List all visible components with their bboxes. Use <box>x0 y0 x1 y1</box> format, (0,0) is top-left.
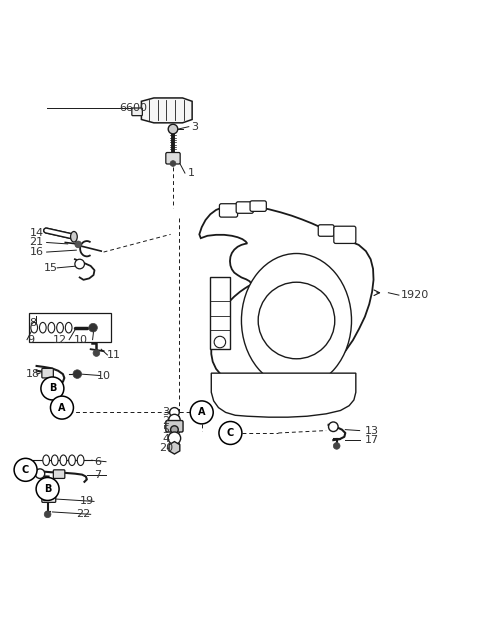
FancyBboxPatch shape <box>250 201 266 212</box>
Bar <box>29 313 111 342</box>
Circle shape <box>170 161 176 167</box>
Circle shape <box>41 377 64 400</box>
Text: 16: 16 <box>29 247 43 257</box>
Text: 19: 19 <box>80 496 94 506</box>
Circle shape <box>44 511 51 518</box>
Text: 11: 11 <box>107 350 121 360</box>
Circle shape <box>14 458 37 481</box>
Polygon shape <box>142 98 192 123</box>
FancyBboxPatch shape <box>132 108 143 115</box>
Text: 2: 2 <box>162 416 169 426</box>
Ellipse shape <box>77 455 84 465</box>
Polygon shape <box>210 278 230 349</box>
Text: 13: 13 <box>364 426 378 436</box>
Text: 3: 3 <box>162 408 169 417</box>
Ellipse shape <box>39 322 46 333</box>
Circle shape <box>50 396 73 419</box>
Text: C: C <box>22 465 29 475</box>
Polygon shape <box>169 442 180 454</box>
FancyBboxPatch shape <box>318 225 334 237</box>
Text: 10: 10 <box>73 335 87 345</box>
Circle shape <box>168 432 180 444</box>
Text: 3: 3 <box>191 122 198 131</box>
Ellipse shape <box>57 322 63 333</box>
Circle shape <box>35 469 45 478</box>
Circle shape <box>190 401 213 424</box>
Circle shape <box>93 350 100 356</box>
Circle shape <box>328 422 338 431</box>
Text: 20: 20 <box>159 444 174 453</box>
Circle shape <box>36 478 59 501</box>
Circle shape <box>170 426 178 433</box>
Text: 9: 9 <box>27 335 34 345</box>
FancyBboxPatch shape <box>334 226 356 244</box>
Circle shape <box>42 495 48 501</box>
Circle shape <box>169 408 179 417</box>
Circle shape <box>73 370 82 378</box>
Text: 6: 6 <box>94 456 101 467</box>
Circle shape <box>219 422 242 444</box>
Circle shape <box>258 282 335 359</box>
Text: 17: 17 <box>364 435 379 445</box>
Text: 22: 22 <box>76 510 91 519</box>
Text: 21: 21 <box>29 237 44 247</box>
Ellipse shape <box>71 231 77 242</box>
FancyBboxPatch shape <box>53 470 65 478</box>
Text: 15: 15 <box>44 263 58 273</box>
Ellipse shape <box>48 322 55 333</box>
Text: 6600: 6600 <box>120 103 147 113</box>
Text: B: B <box>44 484 51 494</box>
Text: B: B <box>48 383 56 394</box>
Ellipse shape <box>51 455 58 465</box>
Text: C: C <box>227 428 234 438</box>
Polygon shape <box>211 373 356 417</box>
Text: 4: 4 <box>162 434 169 444</box>
FancyBboxPatch shape <box>166 153 180 164</box>
Ellipse shape <box>43 455 49 465</box>
Circle shape <box>89 323 97 332</box>
FancyBboxPatch shape <box>166 420 183 432</box>
Text: A: A <box>58 403 66 413</box>
Ellipse shape <box>241 253 351 388</box>
Circle shape <box>168 414 180 426</box>
Text: 7: 7 <box>94 470 101 479</box>
FancyBboxPatch shape <box>236 202 253 213</box>
Polygon shape <box>199 205 373 391</box>
FancyBboxPatch shape <box>42 369 53 378</box>
Text: A: A <box>198 408 205 417</box>
Text: 8: 8 <box>29 318 36 328</box>
Text: 12: 12 <box>52 335 67 345</box>
FancyBboxPatch shape <box>219 204 238 217</box>
Circle shape <box>333 442 340 449</box>
Ellipse shape <box>60 455 67 465</box>
Text: 10: 10 <box>96 370 110 381</box>
Ellipse shape <box>31 322 37 333</box>
Text: 5: 5 <box>162 424 169 435</box>
Circle shape <box>168 124 178 134</box>
Text: 18: 18 <box>25 369 40 379</box>
Text: 1920: 1920 <box>400 290 429 300</box>
Text: 14: 14 <box>29 228 44 238</box>
FancyBboxPatch shape <box>42 494 56 503</box>
Circle shape <box>75 259 84 269</box>
Ellipse shape <box>69 455 75 465</box>
Ellipse shape <box>65 322 72 333</box>
Text: 1: 1 <box>188 168 195 178</box>
Circle shape <box>75 241 82 248</box>
Circle shape <box>214 337 226 348</box>
